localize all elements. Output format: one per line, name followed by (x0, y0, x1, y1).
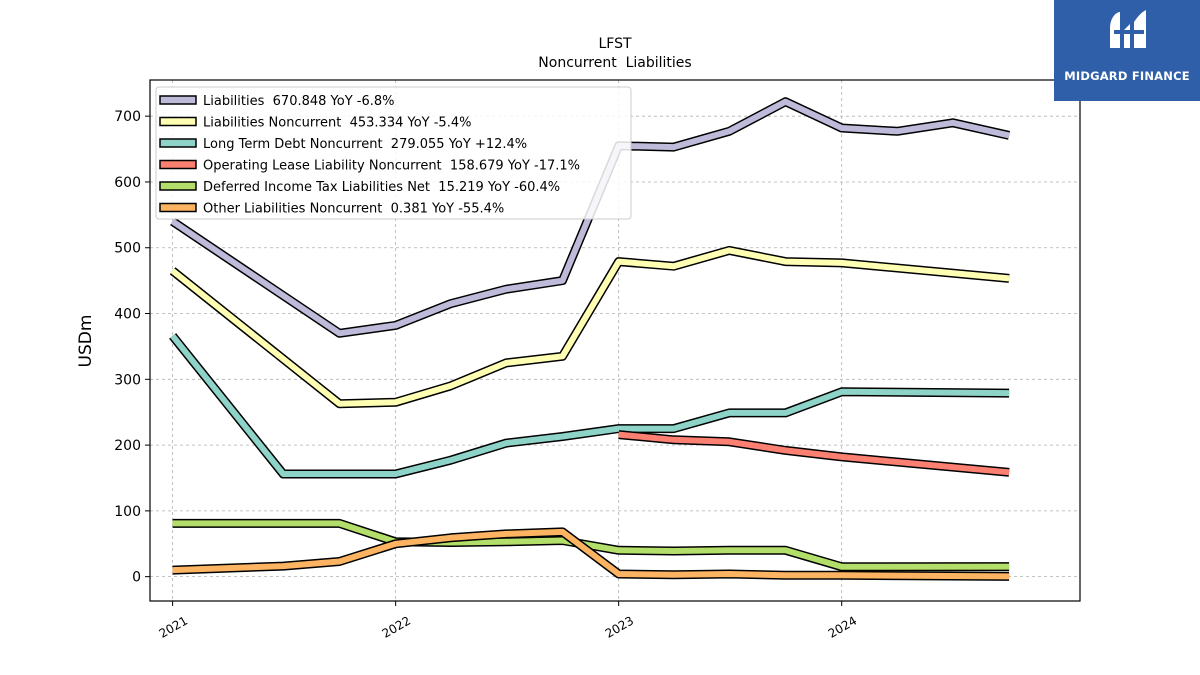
series-other-liabilities-noncurrent (172, 527, 1010, 581)
series-outline (169, 245, 1010, 409)
legend-entry: Operating Lease Liability Noncurrent 158… (203, 159, 580, 174)
legend-entry: Liabilities Noncurrent 453.334 YoY -5.4% (203, 116, 471, 131)
series-deferred-income-tax-liabilities-net (172, 518, 1010, 572)
series-liabilities (170, 97, 1011, 338)
x-tick-label: 2023 (603, 613, 636, 640)
legend-entry: Deferred Income Tax Liabilities Net 15.2… (203, 180, 560, 195)
legend-box (155, 86, 632, 220)
legend-entry: Other Liabilities Noncurrent 0.381 YoY -… (203, 202, 504, 217)
y-tick-label: 700 (114, 109, 141, 125)
legend-entry: Liabilities 670.848 YoY -6.8% (203, 94, 395, 109)
x-tick-label: 2022 (380, 613, 413, 640)
series-line (170, 247, 1010, 407)
legend-swatch (159, 116, 197, 127)
y-tick-label: 500 (114, 241, 141, 257)
y-tick-label: 400 (114, 307, 141, 323)
chart-subtitle: Noncurrent Liabilities (538, 55, 691, 71)
y-tick-label: 100 (114, 504, 141, 520)
legend-swatch (159, 181, 197, 191)
series-long-term-debt-noncurrent (169, 333, 1010, 479)
midgard-finance-logo: MIDGARD FINANCE (1054, 0, 1200, 101)
series-line (172, 520, 1010, 570)
x-tick-label: 2024 (826, 613, 859, 640)
legend: Liabilities 670.848 YoY -6.8% Liabilities… (155, 86, 632, 220)
plot-frame (149, 79, 1081, 602)
series-layer (169, 97, 1011, 581)
legend-swatch (159, 202, 197, 213)
midgard-logo-icon (1110, 10, 1146, 48)
series-outline (169, 333, 1010, 479)
series-line (618, 431, 1010, 476)
y-axis-label: USDm (76, 315, 96, 368)
series-line (170, 98, 1010, 337)
legend-swatch (159, 138, 197, 148)
series-line (170, 334, 1010, 477)
y-tick-label: 300 (114, 372, 141, 388)
y-tick-label: 600 (114, 175, 141, 191)
series-line (172, 528, 1010, 580)
chart-title: LFST (598, 36, 631, 52)
y-tick-label: 200 (114, 438, 141, 454)
legend-swatch (159, 95, 197, 105)
series-liabilities-noncurrent (169, 245, 1010, 409)
legend-swatch (159, 159, 197, 170)
legend-entry: Long Term Debt Noncurrent 279.055 YoY +1… (203, 137, 527, 152)
series-operating-lease-liability-noncurrent (618, 430, 1010, 477)
x-tick-label: 2021 (157, 613, 190, 640)
brand-name: MIDGARD FINANCE (1064, 69, 1190, 83)
y-tick-label: 0 (132, 570, 141, 586)
